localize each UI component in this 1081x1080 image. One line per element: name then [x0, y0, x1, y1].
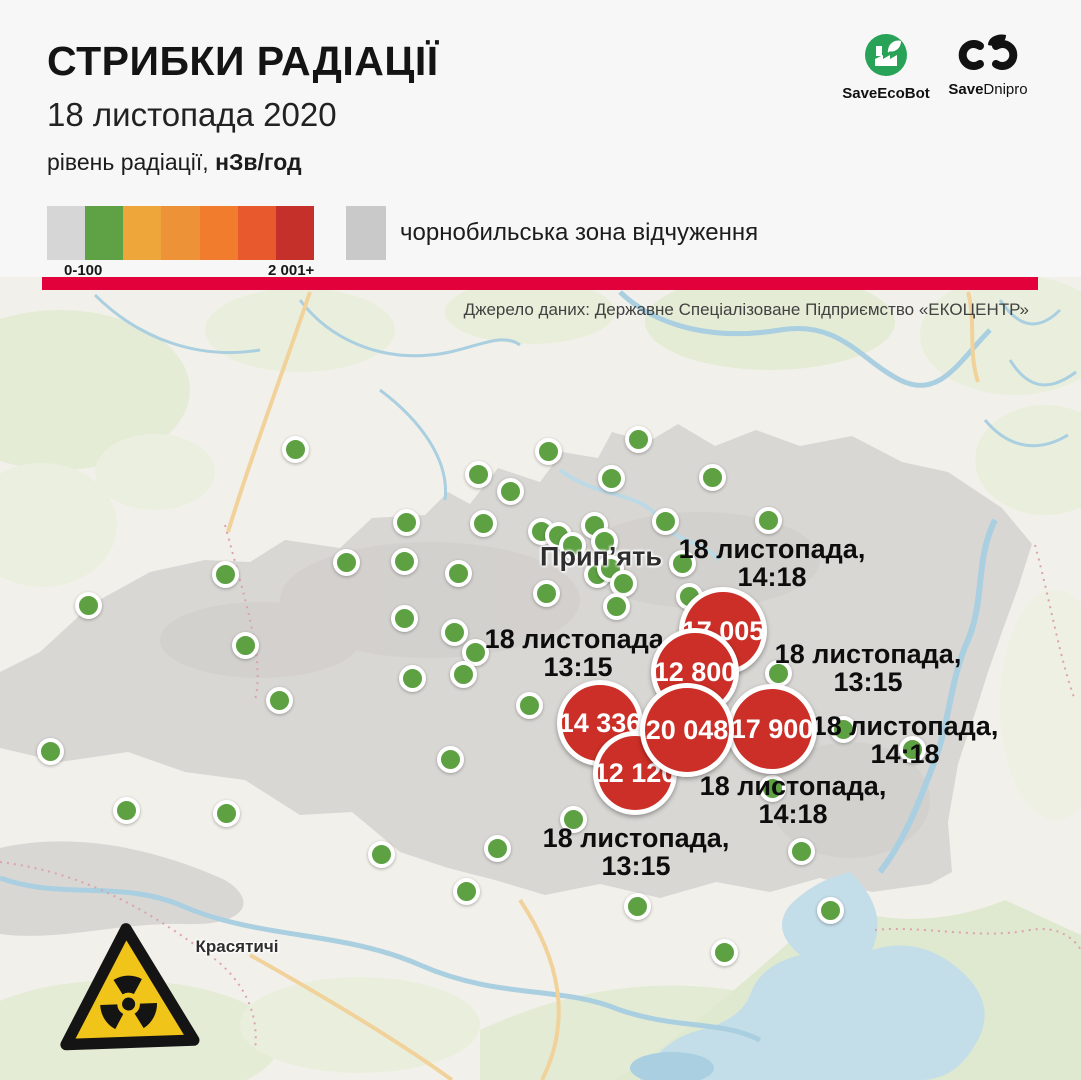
radiation-station-dot[interactable]: [624, 893, 651, 920]
saveecobot-label-bold: Save: [842, 85, 878, 102]
radiation-station-dot[interactable]: [232, 632, 259, 659]
scale-color-segment: [199, 206, 238, 260]
radiation-station-dot[interactable]: [445, 560, 472, 587]
saveecobot-logo[interactable]: SaveEcoBot: [836, 33, 936, 102]
radiation-station-dot[interactable]: [497, 478, 524, 505]
level-caption-unit: нЗв/год: [215, 149, 302, 175]
roads: [226, 291, 980, 1080]
radiation-station-dot[interactable]: [560, 806, 587, 833]
savednipro-icon: [958, 34, 1018, 70]
radiation-station-dot[interactable]: [393, 509, 420, 536]
radiation-station-dot[interactable]: [788, 838, 815, 865]
data-source-note: Джерело даних: Державне Спеціалізоване П…: [463, 300, 1029, 319]
radiation-spike-marker[interactable]: 20 048: [640, 683, 734, 777]
savednipro-label-bold: Save: [948, 81, 984, 98]
date-subtitle: 18 листопада 2020: [47, 96, 337, 133]
scale-color-segment: [85, 206, 124, 260]
radiation-station-dot[interactable]: [437, 746, 464, 773]
savednipro-label-rest: Dnipro: [983, 81, 1028, 98]
saveecobot-label-rest: EcoBot: [877, 85, 930, 102]
radiation-station-dot[interactable]: [213, 800, 240, 827]
radiation-station-dot[interactable]: [711, 939, 738, 966]
spike-timestamp-label: 18 листопада, 14:18: [699, 770, 887, 829]
radiation-station-dot[interactable]: [603, 593, 630, 620]
saveecobot-label: SaveEcoBot: [836, 85, 936, 102]
radiation-station-dot[interactable]: [669, 550, 696, 577]
radiation-station-dot[interactable]: [535, 438, 562, 465]
header: СТРИБКИ РАДІАЦІЇ 18 листопада 2020 рівен…: [0, 0, 1081, 279]
radiation-station-dot[interactable]: [759, 775, 786, 802]
spike-timestamp-label: 18 листопада, 14:18: [811, 710, 999, 769]
radiation-station-dot[interactable]: [212, 561, 239, 588]
radiation-station-dot[interactable]: [368, 841, 395, 868]
zone-legend-swatch: [346, 206, 386, 260]
page-title: СТРИБКИ РАДІАЦІЇ: [47, 38, 439, 84]
radiation-station-dot[interactable]: [652, 508, 679, 535]
scale-color-segment: [237, 206, 276, 260]
radiation-station-dot[interactable]: [533, 580, 560, 607]
level-caption-text: рівень радіації,: [47, 149, 209, 175]
radiation-station-dot[interactable]: [462, 639, 489, 666]
radiation-station-dot[interactable]: [453, 878, 480, 905]
radiation-station-dot[interactable]: [516, 692, 543, 719]
saveecobot-icon: [865, 34, 907, 76]
rivers: [0, 290, 1077, 1043]
radiation-station-dot[interactable]: [830, 716, 857, 743]
savednipro-label: SaveDnipro: [938, 81, 1038, 98]
radiation-spike-marker[interactable]: 17 900: [727, 684, 817, 774]
radiation-station-dot[interactable]: [465, 461, 492, 488]
radiation-station-dot[interactable]: [282, 436, 309, 463]
exclusion-zone-south-patch: [0, 841, 244, 936]
radiation-station-dot[interactable]: [699, 464, 726, 491]
radiation-station-dot[interactable]: [441, 619, 468, 646]
radiation-station-dot[interactable]: [391, 605, 418, 632]
radiation-station-dot[interactable]: [333, 549, 360, 576]
radiation-level-caption: рівень радіації, нЗв/год: [47, 149, 302, 176]
spike-timestamp-label: 18 листопада, 14:18: [678, 533, 866, 592]
radiation-station-dot[interactable]: [559, 532, 586, 559]
radiation-station-dot[interactable]: [450, 661, 477, 688]
radiation-station-dot[interactable]: [899, 736, 926, 763]
scale-color-segment: [123, 206, 162, 260]
zone-legend-label: чорнобильська зона відчуження: [400, 219, 759, 246]
radiation-station-dot[interactable]: [391, 548, 418, 575]
scale-color-segment: [47, 206, 86, 260]
color-scale-legend: [47, 206, 314, 260]
spike-timestamp-label: 18 листопада, 13:15: [484, 623, 672, 682]
savednipro-logo[interactable]: SaveDnipro: [938, 33, 1038, 98]
radiation-station-dot[interactable]: [817, 897, 844, 924]
radiation-station-dot[interactable]: [399, 665, 426, 692]
radiation-warning-icon: [60, 923, 200, 1051]
place-label: Красятичі: [195, 937, 279, 956]
radiation-station-dot[interactable]: [266, 687, 293, 714]
radiation-station-dot[interactable]: [470, 510, 497, 537]
radiation-station-dot[interactable]: [591, 528, 618, 555]
radiation-station-dot[interactable]: [37, 738, 64, 765]
scale-color-segment: [161, 206, 200, 260]
red-divider-bar: [42, 277, 1038, 290]
spike-timestamp-label: 18 листопада, 13:15: [542, 822, 730, 881]
radiation-station-dot[interactable]: [75, 592, 102, 619]
radiation-station-dot[interactable]: [610, 570, 637, 597]
radiation-station-dot[interactable]: [755, 507, 782, 534]
radiation-station-dot[interactable]: [598, 465, 625, 492]
scale-max-label: 2 001+: [268, 262, 315, 279]
scale-color-segment: [275, 206, 314, 260]
small-lake: [630, 1052, 714, 1080]
place-label: Прип’ять: [540, 541, 662, 572]
radiation-station-dot[interactable]: [625, 426, 652, 453]
radiation-station-dot[interactable]: [484, 835, 511, 862]
spike-timestamp-label: 18 листопада, 13:15: [774, 638, 962, 697]
scale-min-label: 0-100: [64, 262, 103, 279]
radiation-station-dot[interactable]: [113, 797, 140, 824]
boundaries: [0, 524, 1081, 1051]
